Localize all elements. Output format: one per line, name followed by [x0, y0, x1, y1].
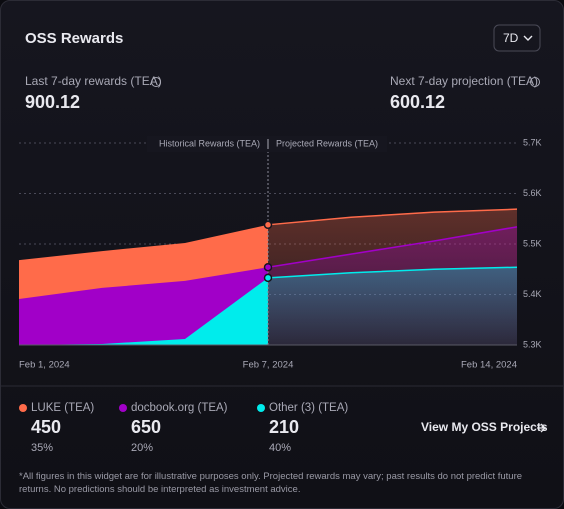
y-tick-label: 5.3K: [523, 339, 542, 349]
period-value[interactable]: 7D: [503, 31, 519, 45]
legend-name: Other (3) (TEA): [269, 402, 348, 414]
annotation-bg: [147, 136, 387, 152]
legend-name: docbook.org (TEA): [131, 402, 228, 414]
projected-line: [267, 208, 518, 226]
stat-label: Next 7-day projection (TEA): [390, 74, 538, 88]
y-tick-label: 5.7K: [523, 137, 542, 147]
legend-share: 35%: [31, 442, 53, 454]
legend-share: 40%: [269, 442, 291, 454]
x-tick-label: Feb 7, 2024: [243, 360, 294, 371]
title: OSS Rewards: [25, 30, 123, 47]
help-icon[interactable]: [530, 77, 540, 87]
legend-amount: 650: [131, 417, 161, 437]
y-tick-label: 5.6K: [523, 188, 542, 198]
x-tick-label: Feb 1, 2024: [19, 360, 70, 371]
legend-name: LUKE (TEA): [31, 402, 94, 414]
arrow-icon: [537, 423, 546, 433]
x-tick-label: Feb 14, 2024: [461, 360, 517, 371]
stat-value: 600.12: [390, 92, 445, 112]
legend-amount: 210: [269, 417, 299, 437]
annotation: Projected Rewards (TEA): [276, 138, 378, 148]
stat-label: Last 7-day rewards (TEA): [25, 74, 162, 88]
legend-swatch: [19, 404, 27, 412]
help-icon[interactable]: [151, 77, 161, 87]
legend-swatch: [257, 404, 265, 412]
chevron: [523, 35, 533, 41]
projected-line: [267, 226, 518, 268]
legend-amount: 450: [31, 417, 61, 437]
projected-area: [268, 267, 517, 345]
footnote: *All figures in this widget are for illu…: [19, 471, 523, 495]
period-select[interactable]: [493, 24, 541, 52]
y-tick-label: 5.4K: [523, 289, 542, 299]
legend-share: 20%: [131, 442, 153, 454]
projected-line: [267, 266, 518, 279]
stat-value: 900.12: [25, 92, 80, 112]
split-point: [263, 273, 273, 283]
split-point: [263, 220, 273, 230]
legend-swatch: [119, 404, 127, 412]
historical-area: [19, 277, 268, 345]
annotation: Historical Rewards (TEA): [159, 138, 260, 148]
link[interactable]: View My OSS Projects: [421, 420, 548, 434]
y-tick-label: 5.5K: [523, 238, 542, 248]
split-point: [263, 262, 273, 272]
